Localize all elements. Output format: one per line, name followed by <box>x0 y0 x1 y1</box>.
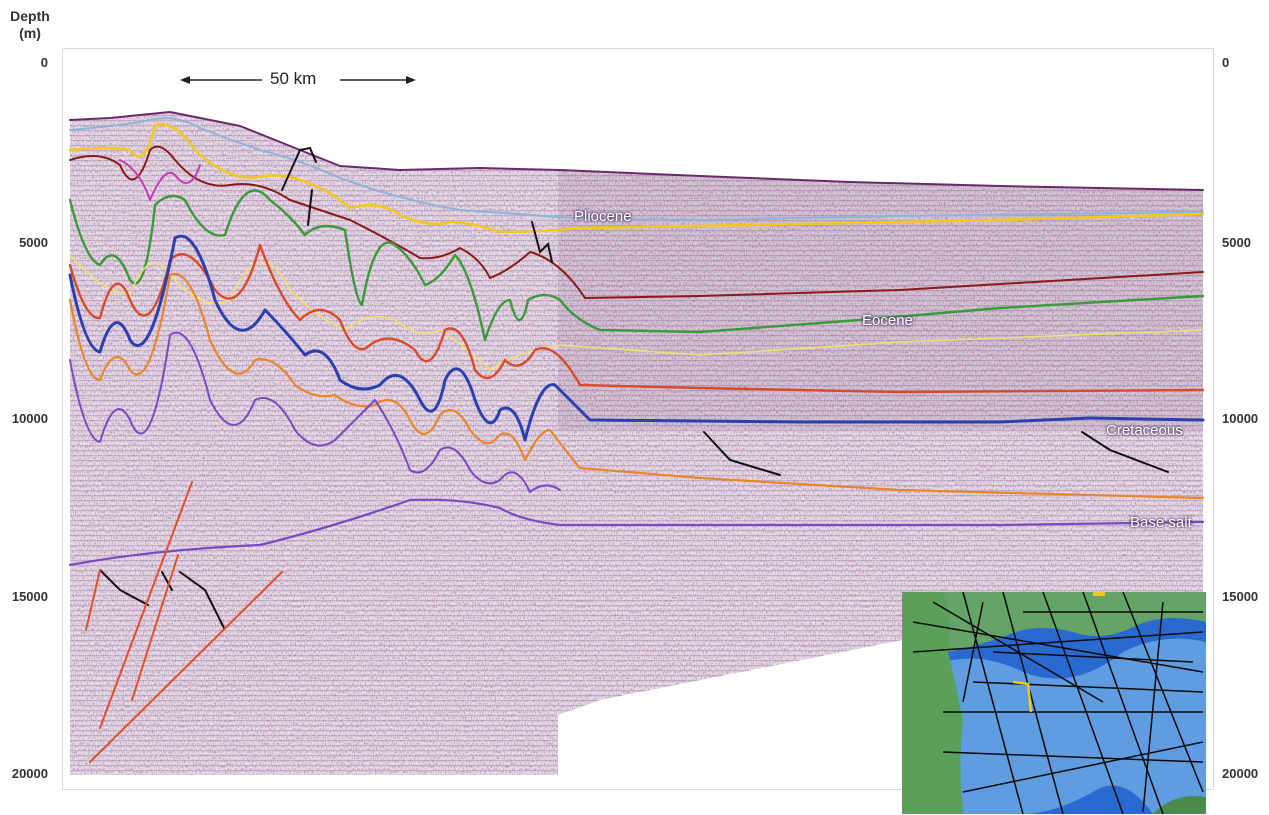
depth-axis-label-line2: (m) <box>19 25 41 41</box>
depth-axis-label: Depth (m) <box>8 8 52 42</box>
left-tick-20000: 20000 <box>11 766 48 781</box>
fault-black-1 <box>281 146 317 191</box>
scale-bar-label: 50 km <box>270 69 317 88</box>
map-land-southeast <box>1153 796 1206 814</box>
map-profile-line <box>1012 680 1033 713</box>
right-tick-0: 0 <box>1222 55 1230 70</box>
left-tick-15000: 15000 <box>11 589 48 604</box>
horizon-pliocene-yellow <box>68 123 1205 234</box>
fault-black-8 <box>179 571 225 629</box>
fault-orange-3 <box>131 554 179 701</box>
label-cretaceous: Cretaceous <box>1106 422 1183 439</box>
horizon-seafloor <box>69 111 1204 191</box>
map-survey-lines <box>912 592 1204 814</box>
faults <box>85 146 1169 763</box>
right-tick-5000: 5000 <box>1222 235 1251 250</box>
map-shallow-water <box>943 638 1206 814</box>
label-pliocene: Pliocene <box>574 208 632 225</box>
horizon-orange <box>68 272 1205 500</box>
horizon-maroon <box>69 145 1204 299</box>
depth-axis-label-line1: Depth <box>10 8 50 24</box>
label-eocene: Eocene <box>862 312 913 329</box>
fault-black-7 <box>161 571 173 591</box>
horizon-purple <box>69 331 561 493</box>
fault-black-4 <box>703 431 781 476</box>
horizon-magenta <box>119 159 201 201</box>
horizons <box>68 111 1205 567</box>
right-tick-15000: 15000 <box>1222 589 1259 604</box>
fault-black-5 <box>1081 431 1169 473</box>
fault-orange-1 <box>85 569 101 631</box>
horizon-base-salt <box>68 498 1205 567</box>
location-map-inset <box>902 592 1206 814</box>
horizon-red <box>68 243 1205 394</box>
section-frame <box>62 48 1214 790</box>
fault-orange-4 <box>89 571 283 763</box>
fault-black-6 <box>99 569 149 606</box>
fault-black-3 <box>531 221 553 263</box>
map-land-west <box>903 592 963 814</box>
location-map <box>903 592 1206 814</box>
right-tick-10000: 10000 <box>1222 411 1259 426</box>
right-tick-20000: 20000 <box>1222 766 1259 781</box>
scale-bar <box>180 76 416 84</box>
horizon-green <box>68 189 1205 342</box>
left-tick-10000: 10000 <box>11 411 48 426</box>
left-tick-0: 0 <box>40 55 48 70</box>
map-marker <box>1093 592 1105 596</box>
fault-orange-2 <box>99 481 193 729</box>
horizon-blue <box>68 234 1205 442</box>
left-tick-5000: 5000 <box>19 235 48 250</box>
fault-black-2 <box>307 189 313 226</box>
label-base-salt: Base salt <box>1130 514 1192 531</box>
